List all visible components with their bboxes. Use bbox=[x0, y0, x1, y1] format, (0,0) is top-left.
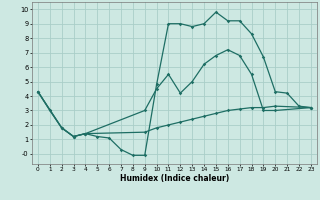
X-axis label: Humidex (Indice chaleur): Humidex (Indice chaleur) bbox=[120, 174, 229, 183]
